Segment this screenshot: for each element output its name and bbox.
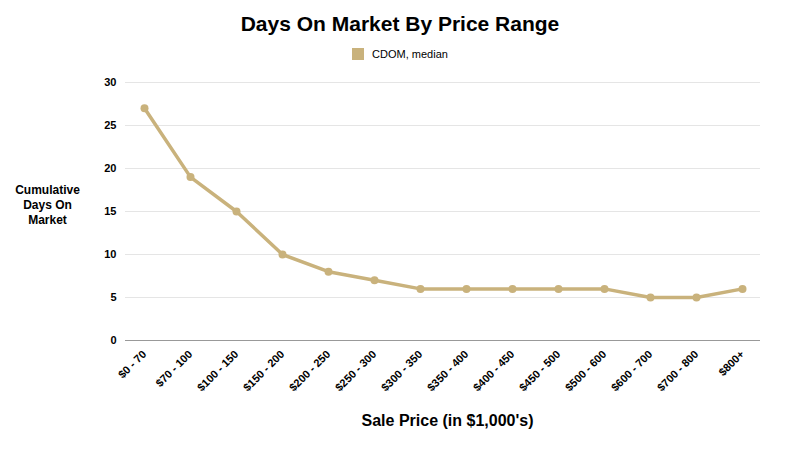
html-text:CDOM, median: CDOM, median xyxy=(372,48,448,60)
svg-text:30: 30 xyxy=(104,76,116,88)
svg-text:10: 10 xyxy=(104,248,116,260)
html-text:Days On Market By Price Range: Days On Market By Price Range xyxy=(240,12,560,35)
svg-text:$150 - 200: $150 - 200 xyxy=(241,348,287,394)
svg-text:$250 - 300: $250 - 300 xyxy=(333,348,379,394)
svg-text:20: 20 xyxy=(104,162,116,174)
svg-text:$600 - 700: $600 - 700 xyxy=(609,348,655,394)
html-text:Sale Price (in $1,000's): Sale Price (in $1,000's) xyxy=(361,412,534,429)
svg-text:$70 - 100: $70 - 100 xyxy=(153,348,194,389)
svg-text:5: 5 xyxy=(110,291,116,303)
svg-text:$400 - 450: $400 - 450 xyxy=(471,348,517,394)
svg-text:$200 - 250: $200 - 250 xyxy=(287,348,333,394)
svg-text:0: 0 xyxy=(110,334,116,346)
svg-text:25: 25 xyxy=(104,119,116,131)
svg-text:$500 - 600: $500 - 600 xyxy=(563,348,609,394)
svg-text:15: 15 xyxy=(104,205,116,217)
svg-text:$450 - 500: $450 - 500 xyxy=(517,348,563,394)
svg-text:$800+: $800+ xyxy=(716,348,746,378)
svg-text:$0 - 70: $0 - 70 xyxy=(116,348,149,381)
svg-text:$350 - 400: $350 - 400 xyxy=(425,348,471,394)
svg-text:$300 - 350: $300 - 350 xyxy=(379,348,425,394)
svg-text:$100 - 150: $100 - 150 xyxy=(195,348,241,394)
html-text:Cumulative Days On Market: Cumulative Days On Market xyxy=(15,182,80,227)
svg-text:$700 - 800: $700 - 800 xyxy=(655,348,701,394)
